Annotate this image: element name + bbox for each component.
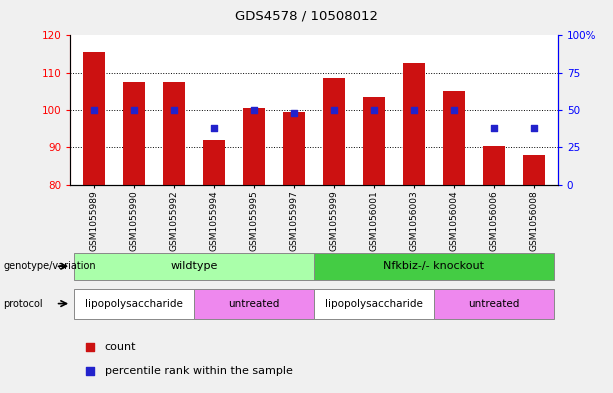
Point [487,8,497,15]
Bar [314,253,554,279]
Bar [75,288,194,319]
Bar [314,288,434,319]
Text: lipopolysaccharide: lipopolysaccharide [325,299,423,309]
Text: wildtype: wildtype [170,261,218,271]
Text: untreated: untreated [229,299,280,309]
Bar [75,253,314,279]
Bar [83,52,105,185]
Text: GDS4578 / 10508012: GDS4578 / 10508012 [235,10,378,23]
Point [487,226,497,233]
Point [129,107,139,113]
Point [249,107,259,113]
Point [409,107,419,113]
Text: percentile rank within the sample: percentile rank within the sample [105,366,292,376]
Point [529,125,539,131]
Bar [483,145,505,185]
Text: count: count [105,342,136,352]
Bar [243,108,265,185]
Bar [194,288,314,319]
Text: Nfkbiz-/- knockout: Nfkbiz-/- knockout [384,261,484,271]
Text: protocol: protocol [3,299,43,309]
Point [369,107,379,113]
Bar [323,78,345,185]
Point [89,107,99,113]
Point [489,125,499,131]
Bar [523,155,545,185]
Bar [204,140,226,185]
Text: untreated: untreated [468,299,520,309]
Point [449,107,459,113]
Point [169,107,179,113]
Bar [164,82,185,185]
Bar [123,82,145,185]
Bar [443,91,465,185]
Text: genotype/variation: genotype/variation [3,261,96,271]
Bar [363,97,385,185]
Bar [283,112,305,185]
Point [210,125,219,131]
Bar [403,63,425,185]
Point [289,110,299,116]
Text: lipopolysaccharide: lipopolysaccharide [85,299,183,309]
Bar [434,288,554,319]
Point [329,107,339,113]
